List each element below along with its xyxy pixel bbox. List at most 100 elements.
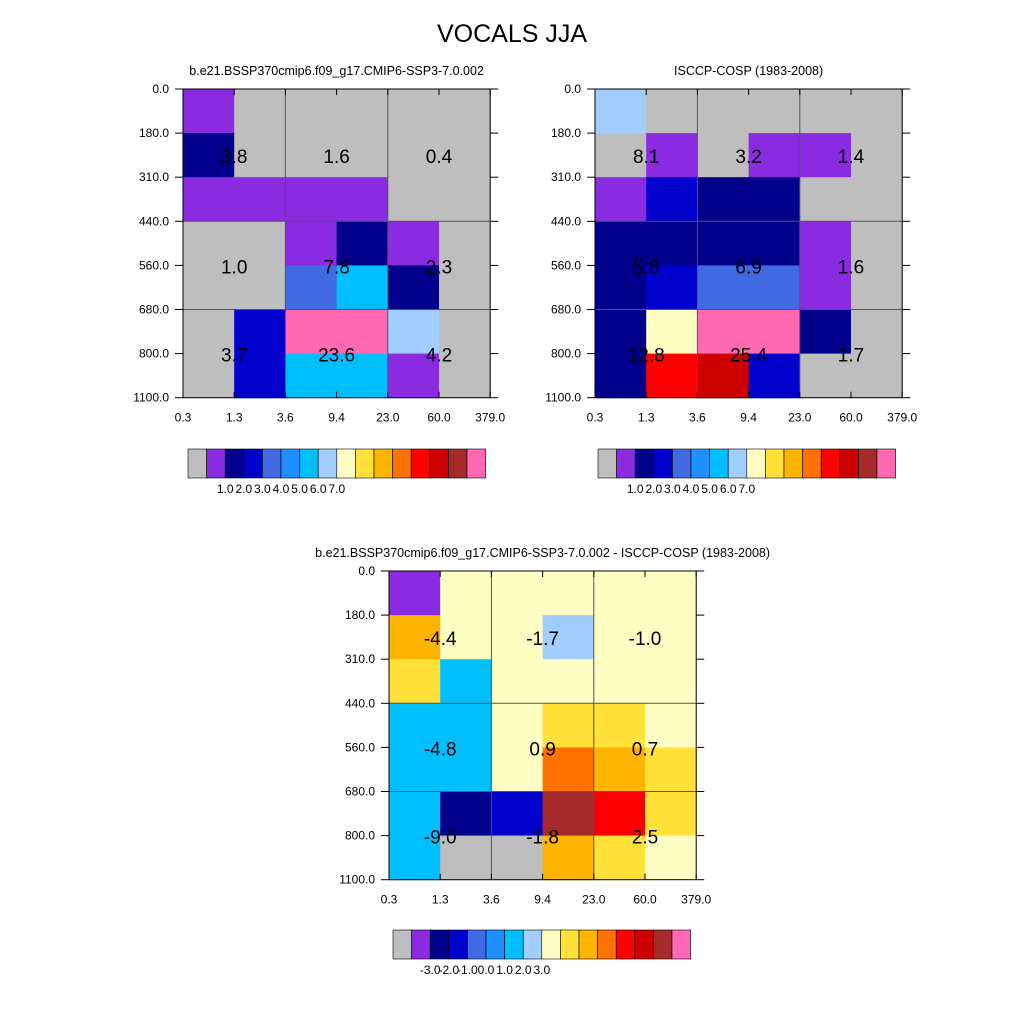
colorbar-label: 7.0 bbox=[328, 482, 345, 496]
x-tick-label: 0.3 bbox=[175, 411, 192, 425]
heatmap-cell bbox=[595, 177, 647, 222]
heatmap-cell bbox=[593, 835, 646, 881]
heatmap-cell bbox=[387, 265, 440, 310]
x-tick-label: 23.0 bbox=[788, 411, 812, 425]
box-value-label: 1.4 bbox=[838, 147, 865, 168]
colorbar-label: 0.0 bbox=[478, 963, 495, 977]
heatmap-cell bbox=[491, 835, 544, 881]
heatmap-cell bbox=[542, 703, 595, 748]
colorbar-label: 3.0 bbox=[533, 963, 550, 977]
heatmap-cell bbox=[595, 309, 647, 355]
heatmap-cell bbox=[646, 265, 698, 310]
colorbar-swatch bbox=[466, 448, 486, 479]
heatmap-cell bbox=[440, 791, 492, 837]
colorbar-swatch bbox=[765, 448, 785, 479]
heatmap-cell bbox=[799, 353, 852, 399]
heatmap-cell bbox=[697, 221, 750, 266]
colorbar-swatch bbox=[429, 929, 450, 960]
heatmap-cell bbox=[748, 309, 801, 355]
heatmap-cell bbox=[285, 353, 338, 399]
box-value-label: 3.8 bbox=[221, 147, 247, 168]
heatmap-cell bbox=[645, 571, 697, 616]
heatmap-cell bbox=[440, 615, 492, 660]
colorbar-swatch bbox=[224, 448, 245, 479]
y-tick-label: 0.0 bbox=[564, 82, 581, 96]
box-value-label: 2.5 bbox=[632, 828, 658, 849]
heatmap-cell bbox=[285, 309, 338, 355]
heatmap-cell bbox=[542, 791, 595, 837]
heatmap-cell bbox=[799, 89, 852, 134]
heatmap-cell bbox=[851, 89, 903, 134]
x-tick-label: 1.3 bbox=[226, 411, 243, 425]
y-tick-label: 800.0 bbox=[139, 347, 169, 361]
heatmap-cell bbox=[285, 133, 338, 178]
colorbar-swatch bbox=[671, 929, 691, 960]
heatmap-cell bbox=[234, 309, 286, 355]
heatmap-cell bbox=[799, 177, 852, 222]
box-value-label: 4.2 bbox=[426, 346, 452, 367]
y-tick-label: 680.0 bbox=[139, 303, 169, 317]
colorbar-swatch bbox=[616, 448, 636, 479]
heatmap-cell bbox=[336, 221, 389, 266]
colorbar-swatch bbox=[336, 448, 356, 479]
heatmap-cell bbox=[799, 265, 852, 310]
colorbar-swatch bbox=[187, 448, 207, 479]
colorbar-swatch bbox=[634, 929, 654, 960]
heatmap-cell bbox=[697, 133, 750, 178]
y-tick-label: 180.0 bbox=[139, 126, 169, 140]
colorbar-label: 7.0 bbox=[738, 482, 755, 496]
heatmap-cell bbox=[387, 353, 440, 399]
y-tick-label: 440.0 bbox=[139, 214, 169, 228]
colorbar-label: -1.0 bbox=[457, 963, 478, 977]
heatmap-cell bbox=[593, 659, 646, 704]
colorbar-swatch bbox=[522, 929, 543, 960]
colorbar-swatch bbox=[690, 448, 710, 479]
colorbar-swatch bbox=[448, 929, 468, 960]
heatmap-cell bbox=[799, 133, 852, 178]
heatmap-cell bbox=[697, 353, 750, 399]
x-tick-label: 379.0 bbox=[887, 411, 917, 425]
box-value-label: 5.8 bbox=[633, 257, 659, 278]
heatmap-cell bbox=[542, 835, 595, 881]
heatmap-cell bbox=[234, 133, 286, 178]
colorbar-swatch bbox=[746, 448, 766, 479]
colorbar-swatch bbox=[392, 929, 412, 960]
x-tick-label: 1.3 bbox=[638, 411, 655, 425]
heatmap-cell bbox=[234, 177, 286, 222]
x-tick-label: 23.0 bbox=[376, 411, 400, 425]
x-tick-label: 0.3 bbox=[587, 411, 604, 425]
y-tick-label: 680.0 bbox=[551, 303, 581, 317]
colorbar-swatch bbox=[653, 448, 673, 479]
colorbar-swatch bbox=[653, 929, 673, 960]
y-tick-label: 180.0 bbox=[345, 608, 375, 622]
heatmap-cell bbox=[234, 353, 286, 399]
heatmap-cell bbox=[183, 177, 235, 222]
colorbar-swatch bbox=[317, 448, 338, 479]
heatmap-cell bbox=[336, 265, 389, 310]
heatmap-cell bbox=[440, 571, 492, 616]
y-tick-label: 440.0 bbox=[345, 696, 375, 710]
colorbar-swatch bbox=[858, 448, 878, 479]
heatmap-cell bbox=[748, 221, 801, 266]
heatmap-cell bbox=[336, 89, 389, 134]
heatmap-cell bbox=[851, 265, 903, 310]
heatmap-cell bbox=[542, 659, 595, 704]
colorbar-swatch bbox=[504, 929, 524, 960]
y-tick-label: 1100.0 bbox=[339, 873, 375, 887]
colorbar-label: 5.0 bbox=[291, 482, 308, 496]
heatmap-cell bbox=[439, 177, 491, 222]
colorbar-swatch bbox=[280, 448, 300, 479]
colorbar-swatch bbox=[820, 448, 841, 479]
heatmap-cell bbox=[748, 177, 801, 222]
heatmap-cell bbox=[336, 353, 389, 399]
colorbar-swatch bbox=[615, 929, 636, 960]
heatmap-cell bbox=[439, 133, 491, 178]
box-value-label: 0.4 bbox=[426, 147, 453, 168]
heatmap-cell bbox=[389, 571, 441, 616]
heatmap-cell bbox=[387, 89, 440, 134]
colorbar-swatch bbox=[243, 448, 263, 479]
x-tick-label: 60.0 bbox=[427, 411, 451, 425]
x-tick-label: 1.3 bbox=[432, 893, 449, 907]
heatmap-cell bbox=[285, 265, 338, 310]
heatmap-cell bbox=[542, 571, 595, 616]
